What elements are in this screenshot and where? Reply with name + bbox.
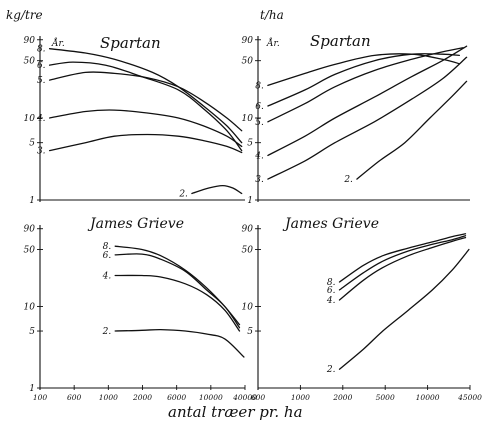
- p2-series-6: [114, 253, 241, 329]
- p0-age-label: År.: [51, 37, 65, 49]
- p2-ytick-label: 1: [29, 384, 35, 394]
- p1-ytick-label: 10: [242, 114, 254, 124]
- p3-xtick-label: 10000: [416, 393, 440, 402]
- p3-series-6: [338, 235, 467, 291]
- p1-series-label: 2.: [343, 175, 353, 185]
- p2-ytick-label: 10: [24, 303, 36, 313]
- p2-ytick-label: 50: [24, 246, 36, 256]
- p0-series-6: [48, 61, 243, 152]
- p2-xtick-label: 100: [33, 393, 48, 402]
- p1-ytick-label: 90: [242, 36, 254, 46]
- p0-series-label: 3.: [37, 147, 46, 157]
- p2-xtick-label: 10000: [199, 393, 223, 402]
- p3-ytick-label: 50: [242, 246, 254, 256]
- p3-series-label: 2.: [326, 365, 336, 375]
- p2-xtick-label: 40000: [232, 393, 257, 402]
- p1-unit-label: t/ha: [260, 8, 284, 22]
- curves-group: [48, 45, 470, 370]
- p1-series-4: [267, 45, 468, 157]
- p0-series-label: 5.: [37, 76, 46, 86]
- x-axis-label: antal træer pr. ha: [168, 403, 303, 421]
- p1-series-3: [267, 56, 468, 180]
- p0-ytick-label: 5: [29, 139, 35, 149]
- p2-xtick-label: 1000: [99, 393, 118, 402]
- p3-series-4: [338, 236, 467, 301]
- p3-title: James Grieve: [282, 216, 379, 232]
- labels-group: 8.6.5.4.3.2.8.6.5.4.3. 2.8.6.4.2.8.6.4.2.: [36, 45, 353, 376]
- p3-series-2: [338, 248, 470, 370]
- p2-series-4: [114, 274, 241, 332]
- p0-series-8: [48, 48, 243, 144]
- p1-series-5: [267, 47, 464, 123]
- p1-series-label: 8.: [255, 81, 264, 91]
- p1-series-label: 5.: [255, 118, 264, 128]
- p0-series-4: [48, 109, 243, 148]
- p0-series-label: 8.: [37, 45, 46, 55]
- p3-xtick-label: 600: [251, 393, 266, 402]
- p2-series-label: 4.: [102, 272, 112, 282]
- p0-ytick-label: 1: [29, 196, 35, 206]
- p1-ytick-label: 5: [247, 139, 253, 149]
- p3-xtick-label: 5000: [376, 393, 395, 402]
- p0-series-5: [48, 71, 243, 132]
- p0-unit-label: kg/tre: [6, 8, 43, 22]
- p0-ytick-label: 90: [24, 36, 36, 46]
- p3-xtick-label: 45000: [457, 393, 482, 402]
- p1-series-6: [267, 53, 460, 107]
- p2-series-2: [114, 328, 245, 358]
- p2-ytick-label: 90: [24, 225, 36, 235]
- p0-series-2: [191, 184, 243, 195]
- p2-series-8: [114, 245, 241, 326]
- p2-xtick-label: 6000: [167, 393, 186, 402]
- p2-series-label: 8.: [103, 242, 112, 252]
- p3-ytick-label: 10: [242, 303, 254, 313]
- p0-series-label: 6.: [37, 61, 46, 71]
- p2-title: James Grieve: [87, 216, 184, 232]
- p1-ytick-label: 1: [247, 196, 253, 206]
- p2-xtick-label: 2000: [132, 393, 152, 402]
- p1-series-2: [356, 80, 468, 180]
- p0-series-label: 4.: [36, 114, 46, 124]
- p3-series-label: 6.: [327, 286, 336, 296]
- p0-ytick-label: 50: [24, 57, 36, 67]
- p0-ytick-label: 10: [24, 114, 36, 124]
- p1-series-label: 6.: [255, 102, 264, 112]
- p1-series-8: [267, 53, 460, 87]
- p3-series-label: 8.: [327, 278, 336, 288]
- p2-series-label: 2.: [102, 327, 112, 337]
- p3-ytick-label: 90: [242, 225, 254, 235]
- p3-series-8: [338, 233, 467, 283]
- p1-series-label: 3.: [255, 175, 264, 185]
- p1-ytick-label: 50: [242, 57, 254, 67]
- p2-series-label: 6.: [103, 251, 112, 261]
- p2-xtick-label: 600: [67, 393, 82, 402]
- p1-title: Spartan: [310, 32, 371, 50]
- p0-series-3: [48, 133, 243, 154]
- p3-xtick-label: 1000: [291, 393, 310, 402]
- p1-series-label: 4.: [254, 151, 264, 161]
- p3-xtick-label: 2000: [332, 393, 352, 402]
- p2-ytick-label: 5: [29, 327, 35, 337]
- p3-ytick-label: 5: [247, 327, 253, 337]
- p3-series-label: 4.: [326, 296, 336, 306]
- p1-age-label: År.: [266, 37, 280, 49]
- p0-series-label: 2.: [178, 190, 188, 200]
- p0-title: Spartan: [100, 34, 161, 52]
